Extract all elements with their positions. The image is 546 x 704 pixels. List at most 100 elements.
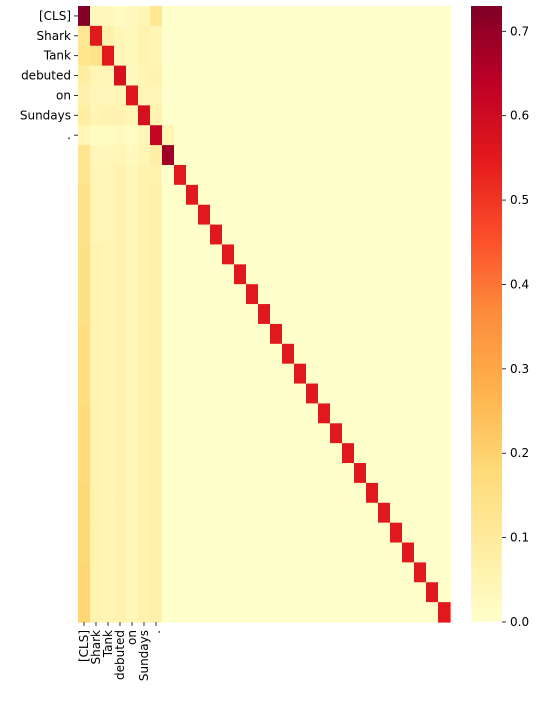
heatmap-cell <box>222 45 235 67</box>
heatmap-cell <box>378 65 391 87</box>
y-tick-label: Shark <box>37 29 72 43</box>
heatmap-cell <box>150 164 163 186</box>
heatmap-cell <box>414 145 427 166</box>
heatmap-cell <box>402 145 415 166</box>
heatmap-cell <box>126 65 139 87</box>
heatmap-cell <box>294 284 307 305</box>
heatmap-cell <box>126 502 139 524</box>
heatmap-cell <box>78 403 91 424</box>
heatmap-cell <box>78 284 91 305</box>
heatmap-cell <box>438 403 451 424</box>
heatmap-cell <box>90 25 103 47</box>
heatmap-cell <box>114 443 127 464</box>
heatmap-cell <box>378 284 391 305</box>
heatmap-cell <box>90 602 103 623</box>
heatmap-cells <box>78 6 451 623</box>
heatmap-cell <box>198 65 211 87</box>
heatmap-cell <box>162 65 175 87</box>
heatmap-cell <box>246 284 259 305</box>
heatmap-cell <box>150 125 163 146</box>
heatmap-cell <box>270 264 283 285</box>
heatmap-cell <box>138 284 151 305</box>
heatmap-cell <box>366 45 379 67</box>
heatmap-cell <box>306 25 319 47</box>
heatmap-cell <box>90 304 103 325</box>
heatmap-cell <box>426 542 439 563</box>
heatmap-cell <box>414 443 427 464</box>
heatmap-cell <box>270 443 283 464</box>
heatmap-cell <box>78 463 91 484</box>
heatmap-cell <box>318 463 331 484</box>
heatmap-cell <box>102 105 115 126</box>
heatmap-cell <box>258 145 271 166</box>
x-tick-label: on <box>125 630 139 645</box>
heatmap-cell <box>186 602 199 623</box>
heatmap-cell <box>366 85 379 106</box>
heatmap-cell <box>330 323 343 345</box>
heatmap-cell <box>414 602 427 623</box>
heatmap-cell <box>294 463 307 484</box>
heatmap-cell <box>174 244 187 265</box>
heatmap-cell <box>342 145 355 166</box>
heatmap-cell <box>210 164 223 186</box>
heatmap-cell <box>138 502 151 524</box>
heatmap-cell <box>414 244 427 265</box>
heatmap-cell <box>438 304 451 325</box>
heatmap-cell <box>306 343 319 365</box>
heatmap-cell <box>330 443 343 464</box>
heatmap-cell <box>174 502 187 524</box>
heatmap-cell <box>330 145 343 166</box>
heatmap-cell <box>138 125 151 146</box>
heatmap-cell <box>210 363 223 385</box>
heatmap-cell <box>174 65 187 87</box>
heatmap-cell <box>150 383 163 405</box>
heatmap-cell <box>354 284 367 305</box>
heatmap-cell <box>354 304 367 325</box>
heatmap-cell <box>102 562 115 583</box>
heatmap-cell <box>270 244 283 265</box>
heatmap-cell <box>150 482 163 504</box>
heatmap-cell <box>102 304 115 325</box>
heatmap-cell <box>126 264 139 285</box>
heatmap-cell <box>438 542 451 563</box>
heatmap-cell <box>162 463 175 484</box>
heatmap-cell <box>222 542 235 563</box>
x-tick-label: Shark <box>89 630 103 665</box>
heatmap-cell <box>78 264 91 285</box>
heatmap-cell <box>378 463 391 484</box>
heatmap-cell <box>354 184 367 206</box>
heatmap-cell <box>318 403 331 424</box>
heatmap-cell <box>90 105 103 126</box>
heatmap-cell <box>342 125 355 146</box>
heatmap-cell <box>402 562 415 583</box>
heatmap-cell <box>114 522 127 544</box>
heatmap-cell <box>318 522 331 544</box>
heatmap-cell <box>402 363 415 385</box>
heatmap-cell <box>306 244 319 265</box>
heatmap-cell <box>270 542 283 563</box>
heatmap-cell <box>438 25 451 47</box>
heatmap-cell <box>246 602 259 623</box>
heatmap-cell <box>234 602 247 623</box>
heatmap-cell <box>330 343 343 365</box>
heatmap-cell <box>162 105 175 126</box>
heatmap-cell <box>402 105 415 126</box>
heatmap-cell <box>342 6 355 27</box>
heatmap-cell <box>366 145 379 166</box>
heatmap-cell <box>318 224 331 246</box>
heatmap-cell <box>294 542 307 563</box>
heatmap-cell <box>282 423 295 444</box>
heatmap-cell <box>378 6 391 27</box>
heatmap-cell <box>318 6 331 27</box>
heatmap-cell <box>186 125 199 146</box>
heatmap-cell <box>138 423 151 444</box>
heatmap-cell <box>114 383 127 405</box>
heatmap-cell <box>378 482 391 504</box>
heatmap-cell <box>270 423 283 444</box>
heatmap-cell <box>114 502 127 524</box>
heatmap-cell <box>294 25 307 47</box>
heatmap-cell <box>330 45 343 67</box>
heatmap-cell <box>426 463 439 484</box>
heatmap-cell <box>222 304 235 325</box>
colorbar-tick-label: 0.2 <box>510 446 529 460</box>
